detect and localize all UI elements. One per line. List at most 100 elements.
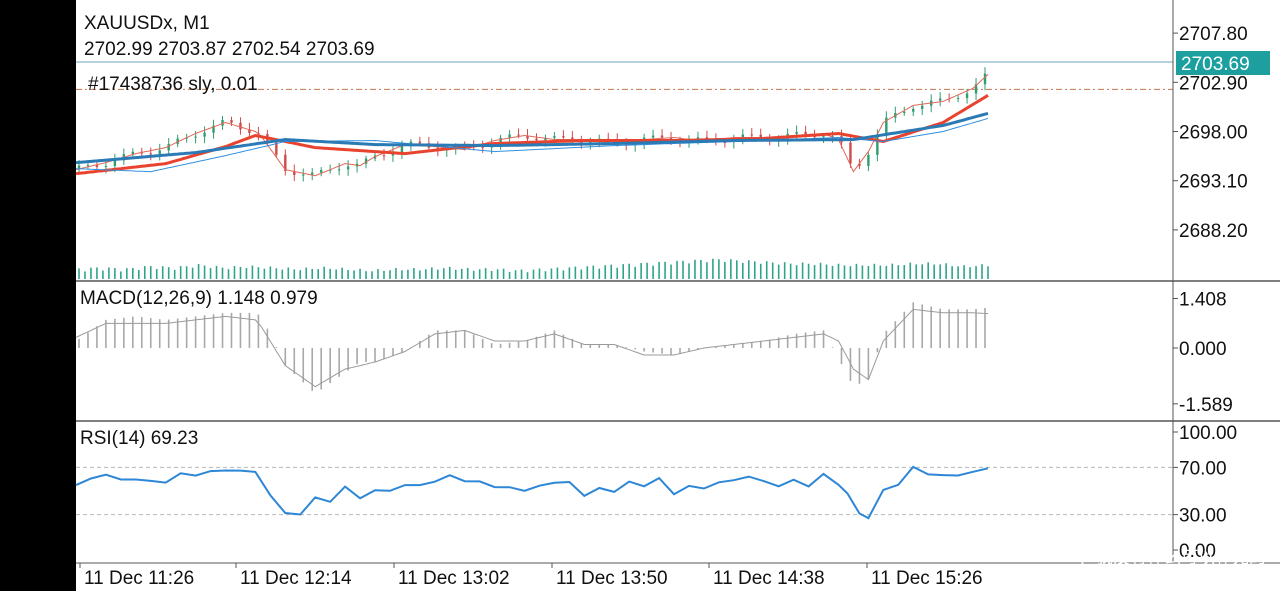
macd-histogram-bar bbox=[383, 347, 385, 359]
macd-histogram-bar bbox=[804, 332, 807, 348]
macd-histogram-bar bbox=[185, 317, 188, 348]
volume-bar bbox=[257, 267, 260, 279]
volume-bar bbox=[120, 271, 122, 279]
macd-histogram-bar bbox=[786, 335, 789, 348]
macd-pane[interactable] bbox=[75, 302, 989, 391]
macd-histogram-bar bbox=[580, 343, 583, 348]
volume-bar bbox=[622, 264, 624, 279]
volume-bar bbox=[323, 266, 325, 279]
moving-average-line bbox=[75, 94, 989, 176]
macd-histogram-bar bbox=[822, 330, 825, 348]
candle-body bbox=[302, 174, 305, 176]
time-axis-background bbox=[76, 563, 1280, 591]
volume-bar bbox=[167, 267, 170, 279]
volume-bar bbox=[78, 268, 80, 279]
rsi-pane[interactable] bbox=[75, 465, 1173, 520]
macd-histogram-bar bbox=[975, 308, 977, 348]
macd-histogram-bar bbox=[78, 338, 80, 348]
macd-histogram-bar bbox=[768, 339, 771, 348]
time-tick-label: 11 Dec 15:26 bbox=[871, 568, 983, 589]
volume-bar bbox=[335, 269, 337, 279]
macd-histogram-bar bbox=[733, 344, 735, 348]
volume-bar bbox=[329, 268, 331, 279]
moving-average-line bbox=[75, 111, 989, 165]
macd-histogram-bar bbox=[831, 347, 834, 348]
volume-bar bbox=[496, 269, 499, 279]
macd-histogram-bar bbox=[903, 311, 906, 348]
candle-body bbox=[562, 136, 565, 138]
candle-body bbox=[849, 142, 852, 164]
macd-histogram-bar bbox=[140, 317, 143, 348]
volume-bar bbox=[347, 270, 349, 279]
macd-histogram-bar bbox=[517, 341, 520, 348]
volume-bar bbox=[371, 271, 373, 279]
volume-bar bbox=[251, 265, 254, 279]
candle-body bbox=[912, 108, 915, 112]
macd-histogram-bar bbox=[105, 319, 107, 348]
candle-body bbox=[284, 154, 287, 171]
rsi-tick-label: 70.00 bbox=[1179, 458, 1227, 479]
price-pane[interactable] bbox=[75, 61, 1173, 182]
macd-histogram-bar bbox=[724, 345, 726, 348]
volume-bar bbox=[730, 259, 732, 279]
volume-bar bbox=[233, 266, 236, 279]
price-tick-label: 2707.80 bbox=[1179, 24, 1248, 45]
macd-histogram-bar bbox=[625, 347, 627, 348]
volume-bar bbox=[586, 266, 589, 279]
candle-body bbox=[77, 165, 81, 170]
volume-bar bbox=[102, 270, 104, 279]
macd-histogram-bar bbox=[302, 347, 305, 383]
volume-bar bbox=[419, 270, 421, 279]
rsi-tick-label: 30.00 bbox=[1179, 506, 1227, 527]
moving-average-line bbox=[75, 117, 989, 173]
macd-histogram-bar bbox=[742, 343, 744, 348]
volume-bar bbox=[137, 269, 140, 279]
candle-body bbox=[535, 138, 538, 141]
volume-bar bbox=[742, 262, 744, 279]
volume-bar bbox=[263, 268, 266, 279]
volume-bar bbox=[825, 264, 828, 279]
macd-histogram-bar bbox=[948, 309, 950, 348]
volume-bar bbox=[753, 261, 756, 279]
volume-bar bbox=[431, 267, 433, 279]
candle-body bbox=[517, 134, 520, 136]
volume-bar bbox=[478, 269, 481, 279]
volume-bar bbox=[574, 266, 577, 279]
macd-histogram-bar bbox=[957, 309, 959, 348]
price-axis-background bbox=[1173, 0, 1280, 591]
volume-bar bbox=[490, 270, 493, 279]
macd-histogram-bar bbox=[750, 342, 753, 348]
volume-bar bbox=[305, 267, 308, 279]
volume-bar bbox=[664, 261, 666, 279]
order-label[interactable]: #17438736 sly, 0.01 bbox=[88, 74, 258, 95]
macd-histogram-bar bbox=[912, 302, 915, 348]
volume-bar bbox=[580, 269, 583, 279]
macd-histogram-bar bbox=[930, 306, 932, 348]
volume-bar bbox=[927, 262, 929, 279]
volume-bar bbox=[413, 268, 415, 279]
volume-bar bbox=[269, 266, 272, 279]
macd-tick-label: 0.000 bbox=[1179, 339, 1227, 360]
volume-bar bbox=[353, 270, 355, 279]
candle-body bbox=[696, 137, 700, 139]
volume-bar bbox=[299, 270, 302, 279]
volume-bar bbox=[604, 265, 607, 279]
volume-bar bbox=[891, 263, 894, 279]
axes-layer: 2707.80 2702.90 2698.00 2693.10 2688.20 1.408… bbox=[76, 0, 1280, 589]
volume-bar bbox=[957, 266, 959, 279]
volume-bar bbox=[831, 265, 834, 279]
volume-bar bbox=[508, 271, 511, 279]
volume-bar bbox=[275, 268, 278, 279]
volume-bar bbox=[771, 262, 774, 279]
candle-body bbox=[293, 170, 296, 175]
macd-histogram-bar bbox=[311, 347, 314, 391]
volume-bar bbox=[670, 264, 672, 279]
macd-histogram-bar bbox=[508, 342, 511, 348]
macd-histogram-bar bbox=[445, 330, 448, 348]
macd-histogram-bar bbox=[634, 347, 636, 350]
volume-bar bbox=[143, 266, 146, 279]
volume-bar bbox=[909, 262, 912, 279]
macd-signal-line bbox=[75, 308, 989, 388]
